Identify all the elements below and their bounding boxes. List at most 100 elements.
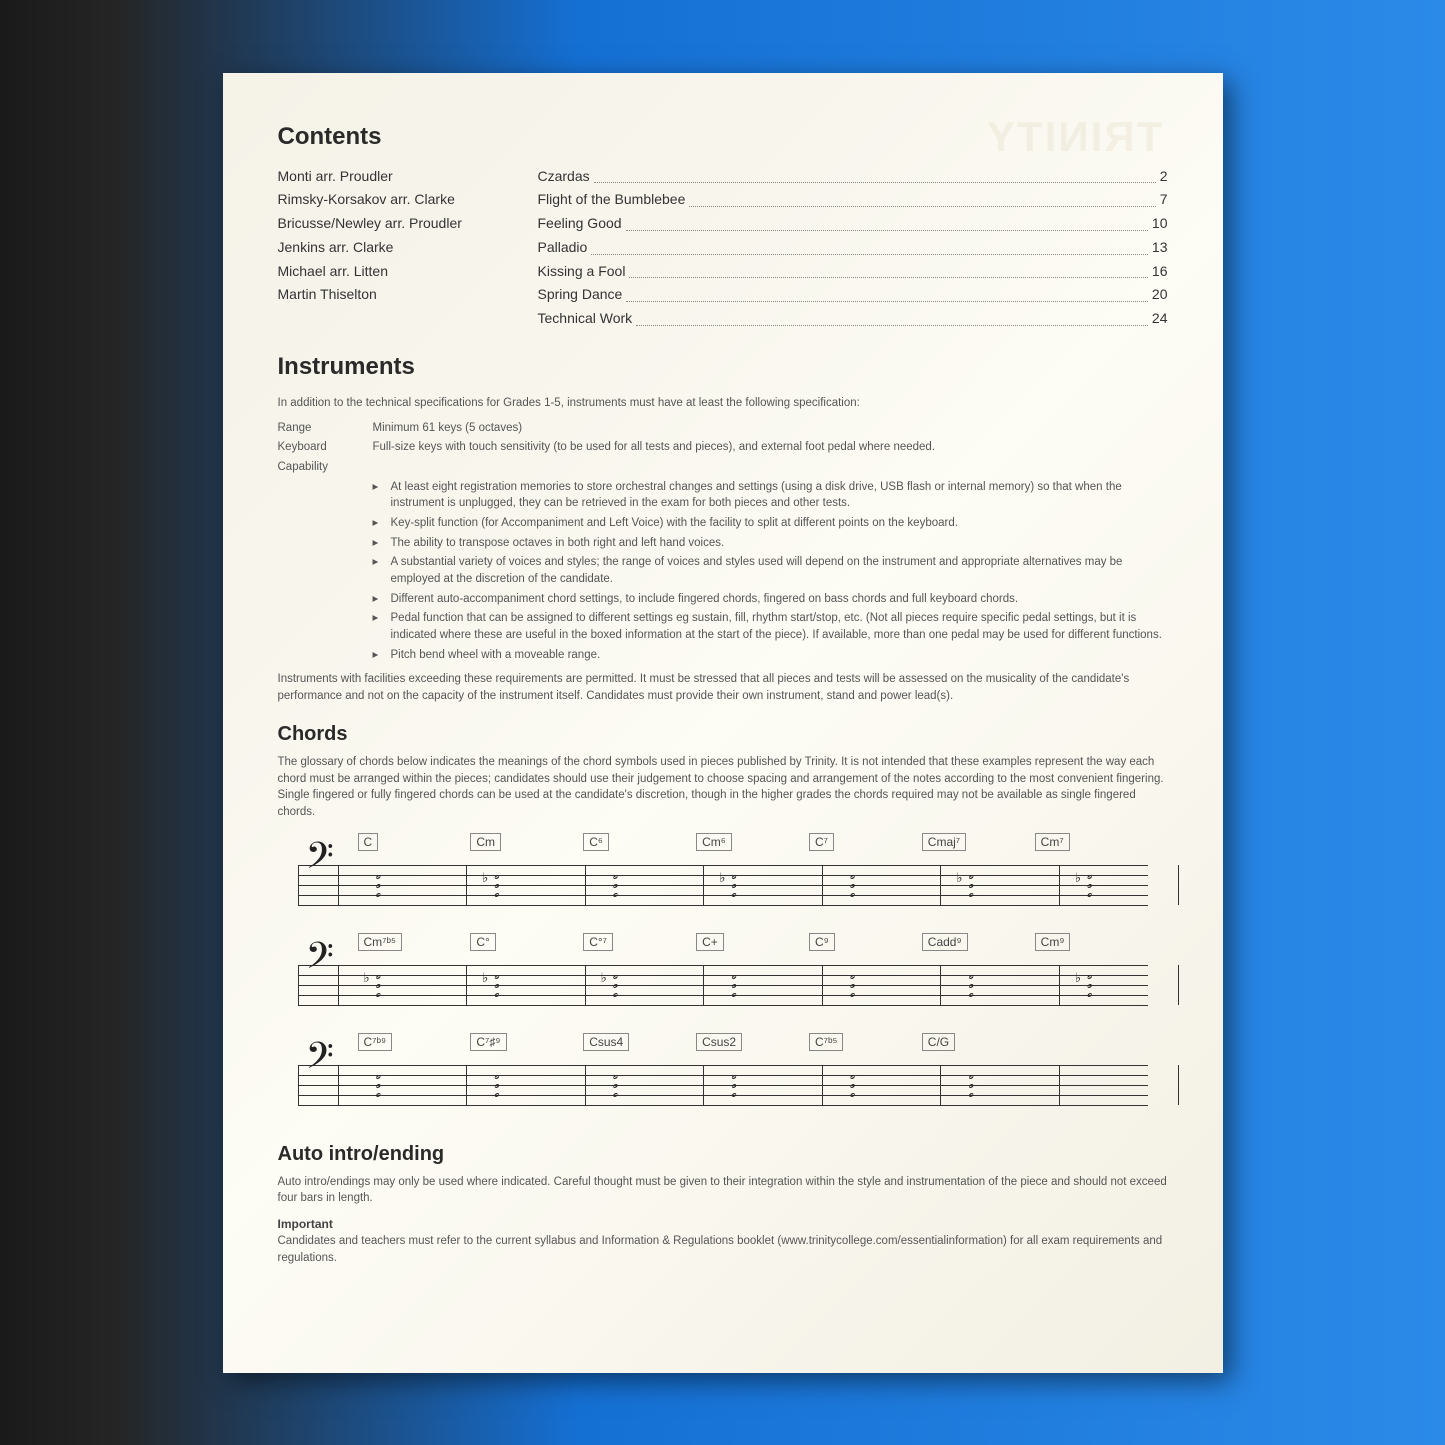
music-staff: [298, 965, 1148, 1005]
toc-composer: Monti arr. Proudler: [278, 165, 538, 189]
capability-bullets: ▸At least eight registration memories to…: [278, 479, 1168, 664]
table-of-contents: Monti arr. ProudlerCzardas 2Rimsky-Korsak…: [278, 165, 1168, 332]
bullet-icon: ▸: [373, 610, 391, 643]
toc-title: Technical Work: [538, 307, 633, 331]
chord-symbol: C/G: [922, 1035, 1035, 1049]
chord-symbol: Cm⁹: [1035, 935, 1148, 949]
spec-label: Range: [278, 420, 373, 437]
bullet-text: At least eight registration memories to …: [391, 479, 1168, 512]
toc-composer: [278, 307, 538, 331]
toc-composer: Martin Thiselton: [278, 283, 538, 307]
toc-title: Flight of the Bumblebee: [538, 188, 686, 212]
chord-notes: 𝅗𝅗𝅗: [376, 1069, 382, 1096]
chord-symbol: Cadd⁹: [922, 935, 1035, 949]
spec-label: Capability: [278, 459, 373, 476]
chord-symbol: C⁷ᵇ⁵: [809, 1035, 922, 1049]
chord-notes: 𝅗𝅗𝅗: [1087, 969, 1093, 996]
toc-leader-dots: [626, 283, 1148, 302]
accidental-icon: ♭: [1075, 875, 1081, 882]
important-label: Important: [278, 1217, 1168, 1231]
toc-title: Feeling Good: [538, 212, 622, 236]
accidental-icon: ♭: [601, 975, 607, 982]
toc-page-number: 20: [1152, 283, 1168, 307]
bullet-row: ▸Pedal function that can be assigned to …: [278, 610, 1168, 643]
spec-value: Minimum 61 keys (5 octaves): [373, 420, 1168, 437]
chord-row: C⁷ᵇ⁹C⁷♯⁹Csus4Csus2C⁷ᵇ⁵C/G𝄢𝅗𝅗𝅗𝅗𝅗𝅗𝅗𝅗𝅗𝅗𝅗𝅗𝅗𝅗…: [298, 1035, 1148, 1125]
auto-text: Auto intro/endings may only be used wher…: [278, 1174, 1168, 1207]
chord-symbol: Cm: [470, 835, 583, 849]
toc-leader-dots: [629, 260, 1147, 279]
spec-row: RangeMinimum 61 keys (5 octaves): [278, 420, 1168, 437]
spec-list: RangeMinimum 61 keys (5 octaves) Keyboard…: [278, 420, 1168, 476]
toc-page-number: 24: [1152, 307, 1168, 331]
toc-row: Michael arr. LittenKissing a Fool16: [278, 260, 1168, 284]
toc-row: Martin ThiseltonSpring Dance 20: [278, 283, 1168, 307]
bullet-icon: ▸: [373, 479, 391, 512]
spec-row: Capability: [278, 459, 1168, 476]
bullet-text: Key-split function (for Accompaniment an…: [391, 515, 1168, 532]
chord-symbol: Cm⁷ᵇ⁵: [358, 935, 471, 949]
chord-symbol: Cm⁷: [1035, 835, 1148, 849]
bullet-text: Pedal function that can be assigned to d…: [391, 610, 1168, 643]
chord-notes: 𝅗𝅗𝅗: [850, 969, 856, 996]
chord-notes: 𝅗𝅗𝅗: [494, 969, 500, 996]
toc-row: Monti arr. ProudlerCzardas 2: [278, 165, 1168, 189]
music-staff: [298, 1065, 1148, 1105]
chord-notes: 𝅗𝅗𝅗: [1087, 869, 1093, 896]
toc-leader-dots: [626, 212, 1148, 231]
chord-symbol: C⁷♯⁹: [470, 1035, 583, 1049]
chord-symbol: C⁶: [583, 835, 696, 849]
chord-symbol: C+: [696, 935, 809, 949]
chord-symbol: Cm⁶: [696, 835, 809, 849]
accidental-icon: ♭: [719, 875, 725, 882]
toc-leader-dots: [594, 165, 1156, 184]
toc-page-number: 2: [1160, 165, 1168, 189]
toc-page-number: 16: [1152, 260, 1168, 284]
toc-title: Czardas: [538, 165, 590, 189]
toc-row: Technical Work 24: [278, 307, 1168, 331]
accidental-icon: ♭: [1075, 975, 1081, 982]
chords-intro: The glossary of chords below indicates t…: [278, 754, 1168, 821]
chord-notes: 𝅗𝅗𝅗: [494, 1069, 500, 1096]
chord-notes: 𝅗𝅗𝅗: [376, 869, 382, 896]
bullet-icon: ▸: [373, 535, 391, 552]
chord-notes: 𝅗𝅗𝅗: [968, 969, 974, 996]
important-text: Candidates and teachers must refer to th…: [278, 1233, 1168, 1266]
chord-notes: 𝅗𝅗𝅗: [968, 869, 974, 896]
instruments-heading: Instruments: [278, 353, 1168, 381]
bullet-icon: ▸: [373, 515, 391, 532]
toc-title: Spring Dance: [538, 283, 623, 307]
chord-symbol: C°⁷: [583, 935, 696, 949]
chord-symbol: [1035, 1035, 1148, 1049]
accidental-icon: ♭: [482, 875, 488, 882]
accidental-icon: ♭: [956, 875, 962, 882]
chord-notes: 𝅗𝅗𝅗: [613, 969, 619, 996]
toc-page-number: 10: [1152, 212, 1168, 236]
instruments-outro: Instruments with facilities exceeding th…: [278, 671, 1168, 704]
chord-symbol: Cmaj⁷: [922, 835, 1035, 849]
spec-row: KeyboardFull-size keys with touch sensit…: [278, 439, 1168, 456]
chord-notes: 𝅗𝅗𝅗: [850, 869, 856, 896]
bullet-text: A substantial variety of voices and styl…: [391, 554, 1168, 587]
chord-notes: 𝅗𝅗𝅗: [731, 969, 737, 996]
toc-leader-dots: [689, 188, 1155, 207]
bullet-text: The ability to transpose octaves in both…: [391, 535, 1168, 552]
accidental-icon: ♭: [482, 975, 488, 982]
bullet-text: Pitch bend wheel with a moveable range.: [391, 647, 1168, 664]
document-page: TRINITY Contents Monti arr. ProudlerCzar…: [223, 73, 1223, 1373]
chord-notes: 𝅗𝅗𝅗: [613, 869, 619, 896]
bullet-icon: ▸: [373, 591, 391, 608]
chord-notes: 𝅗𝅗𝅗: [731, 1069, 737, 1096]
chord-row: CCmC⁶Cm⁶C⁷Cmaj⁷Cm⁷𝄢𝅗𝅗𝅗𝅗𝅗𝅗♭𝅗𝅗𝅗𝅗𝅗𝅗♭𝅗𝅗𝅗𝅗𝅗𝅗♭…: [298, 835, 1148, 925]
toc-row: Rimsky-Korsakov arr. ClarkeFlight of the…: [278, 188, 1168, 212]
toc-composer: Bricusse/Newley arr. Proudler: [278, 212, 538, 236]
instruments-intro: In addition to the technical specificati…: [278, 395, 1168, 412]
chord-symbol: C⁹: [809, 935, 922, 949]
toc-row: Jenkins arr. ClarkePalladio13: [278, 236, 1168, 260]
chord-notes: 𝅗𝅗𝅗: [850, 1069, 856, 1096]
chord-notes: 𝅗𝅗𝅗: [731, 869, 737, 896]
chord-symbol: C: [358, 835, 471, 849]
chord-notes: 𝅗𝅗𝅗: [494, 869, 500, 896]
chords-heading: Chords: [278, 723, 1168, 746]
spec-value: Full-size keys with touch sensitivity (t…: [373, 439, 1168, 456]
